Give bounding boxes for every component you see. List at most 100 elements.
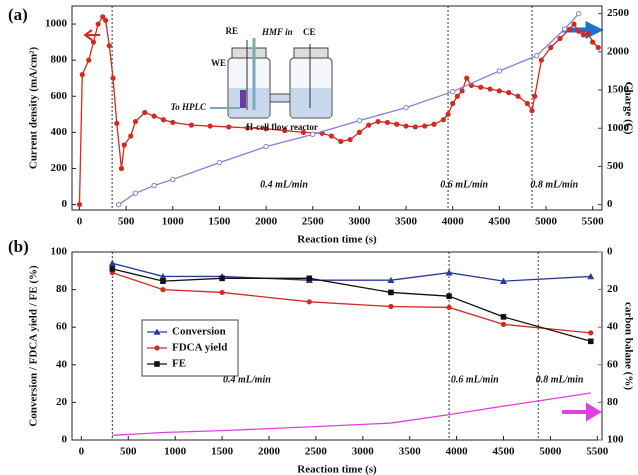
inset-label: WE <box>211 58 226 68</box>
inset-label: CE <box>303 27 316 37</box>
point <box>102 17 109 24</box>
x-tick-label: 0 <box>79 446 85 458</box>
x-tick-label: 1000 <box>162 216 185 228</box>
y2-tick-label: 20 <box>607 283 619 295</box>
x-tick-label: 4000 <box>442 216 465 228</box>
y-tick-label: 100 <box>51 246 68 258</box>
x-tick-label: 4500 <box>488 216 511 228</box>
point <box>216 159 223 166</box>
x-tick-label: 500 <box>120 446 137 458</box>
working-electrode <box>240 90 246 108</box>
point <box>151 182 157 189</box>
point <box>464 75 470 81</box>
point <box>576 28 582 34</box>
point <box>375 118 381 125</box>
point <box>566 26 572 33</box>
point <box>306 299 312 305</box>
plot-frame <box>71 5 603 211</box>
y2-tick-label: 40 <box>607 321 619 333</box>
liquid-left <box>229 88 269 117</box>
flow-rate-label: 0.8 mL/min <box>536 374 584 385</box>
point <box>590 39 596 45</box>
x-tick-label: 4500 <box>493 446 516 458</box>
inset-label: To HPLC <box>171 102 207 112</box>
flow-rate-label: 0.6 mL/min <box>440 179 488 190</box>
legend-marker <box>154 345 160 351</box>
legend-label: FDCA yield <box>172 342 227 354</box>
y2-tick-label: 1500 <box>607 84 630 96</box>
x-tick-label: 5000 <box>539 446 562 458</box>
flow-rate-label: 0.6 mL/min <box>451 374 499 385</box>
series-line <box>112 392 591 436</box>
point <box>114 120 120 126</box>
point <box>118 165 125 172</box>
x-tick-label: 2000 <box>255 216 278 228</box>
series-line <box>118 13 580 206</box>
cap-right <box>293 47 329 59</box>
point <box>445 111 451 117</box>
point <box>108 259 116 267</box>
point <box>496 68 503 74</box>
y-tick-label: 600 <box>51 90 68 102</box>
y-tick-label: 20 <box>56 396 68 408</box>
legend-marker <box>154 361 160 367</box>
y2-tick-label: 80 <box>607 396 619 408</box>
point <box>595 44 601 51</box>
point <box>459 88 465 94</box>
point <box>347 136 353 143</box>
point <box>76 201 83 208</box>
point <box>159 272 167 280</box>
point <box>450 88 456 95</box>
point <box>356 117 363 124</box>
point <box>454 93 460 99</box>
point <box>446 304 452 311</box>
point <box>384 119 390 126</box>
point <box>450 100 456 107</box>
y-tick-label: 1000 <box>45 18 68 30</box>
axis-arrow <box>562 402 602 422</box>
point <box>160 287 166 293</box>
point <box>282 127 288 134</box>
point <box>506 90 512 96</box>
flow-rate-label: 0.8 mL/min <box>530 179 578 190</box>
legend-marker <box>153 328 161 335</box>
point <box>388 303 394 310</box>
point <box>170 176 176 183</box>
point <box>446 293 452 299</box>
y2-tick-label: 1000 <box>607 122 630 134</box>
y-axis-title: Current density (mA/cm²) <box>28 47 40 170</box>
series-line <box>112 272 591 334</box>
point <box>160 117 167 123</box>
point <box>226 124 232 130</box>
point <box>487 86 493 92</box>
y-tick-label: 200 <box>51 162 68 174</box>
flow-rate-label: 0.4 mL/min <box>260 179 308 190</box>
y-tick-label: 0 <box>62 198 68 210</box>
x-tick-label: 5000 <box>535 216 558 228</box>
x-tick-label: 500 <box>118 216 135 228</box>
point <box>575 10 582 17</box>
y-tick-label: 60 <box>56 321 68 333</box>
point <box>90 39 97 45</box>
x-tick-label: 1500 <box>211 446 234 458</box>
legend-label: Conversion <box>172 326 226 338</box>
point <box>524 100 530 107</box>
point <box>79 72 85 78</box>
point <box>109 266 116 272</box>
y-tick-label: 80 <box>56 283 68 295</box>
point <box>412 124 418 130</box>
x-tick-label: 4000 <box>446 446 469 458</box>
point <box>356 129 362 135</box>
x-tick-label: 1000 <box>164 446 187 458</box>
y2-tick-label: 500 <box>607 160 624 172</box>
point <box>496 88 502 94</box>
panel-label: (b) <box>8 237 29 256</box>
point <box>515 93 521 99</box>
point <box>188 122 195 128</box>
point <box>366 122 372 128</box>
point <box>557 35 563 42</box>
x-tick-label: 3000 <box>348 216 371 228</box>
y-axis-title: Conversion / FDCA yield / FE (%) <box>28 265 40 427</box>
point <box>500 277 508 284</box>
